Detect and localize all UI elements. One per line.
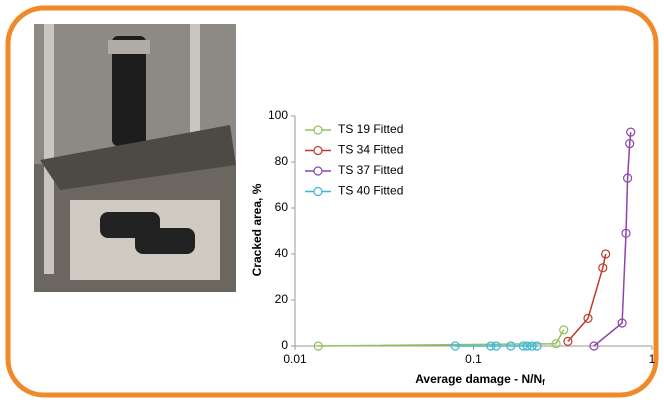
x-axis-label-main: Average damage - N/N [415,372,542,386]
y-tick-label: 0 [281,338,288,352]
y-tick-label: 20 [275,292,289,306]
x-axis-label: Average damage - N/Nf [415,372,545,387]
legend-label: TS 34 Fitted [338,143,403,157]
x-tick-label: 1 [649,352,656,366]
y-tick-label: 60 [275,200,289,214]
legend-marker [314,167,322,175]
x-tick-label: 0.01 [283,352,307,366]
legend-label: TS 37 Fitted [338,163,403,177]
legend-marker [314,147,322,155]
legend-label: TS 19 Fitted [338,122,403,136]
legend-marker [314,126,322,134]
y-tick-label: 80 [275,154,289,168]
y-tick-label: 40 [275,246,289,260]
x-tick-label: 0.1 [465,352,482,366]
photo [34,24,236,292]
screen: Cracked area, % Average damage - N/Nf 0 2… [0,0,664,403]
y-tick-label: 100 [268,108,288,122]
x-axis-label-subscript: f [542,378,545,387]
legend-marker [314,188,322,196]
legend-label: TS 40 Fitted [338,184,403,198]
y-axis-label: Cracked area, % [250,183,264,276]
